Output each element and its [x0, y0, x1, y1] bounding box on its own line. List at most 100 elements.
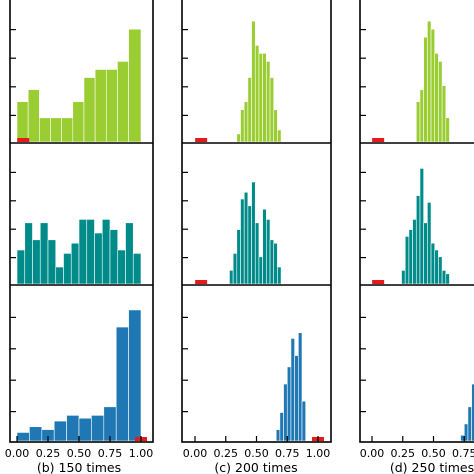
histogram-bar	[438, 61, 443, 143]
histogram-bar	[117, 61, 129, 143]
histogram-bar	[286, 366, 292, 442]
text-layer: 0.00 0.25 0.50 0.75 1.00 (b) 150 times 0.00 0.2…	[5, 447, 474, 474]
histogram-bar	[94, 69, 107, 143]
histogram-bar	[434, 249, 439, 285]
histogram-bar	[430, 242, 436, 285]
histogram-bar	[269, 77, 275, 143]
x-tick-label: 0.25	[391, 447, 416, 460]
histogram-bar	[441, 85, 447, 143]
histogram-bar	[16, 249, 26, 285]
x-tick-label: 0.25	[214, 447, 239, 460]
histogram-bar	[101, 219, 111, 285]
histogram-bar	[61, 117, 74, 143]
histogram-bar	[273, 109, 278, 143]
histogram-bar	[243, 191, 249, 285]
histogram-bar	[445, 273, 450, 285]
histogram-bar	[91, 415, 105, 442]
panel-frame	[9, 0, 154, 443]
histogram-bar	[408, 229, 413, 285]
histogram-bar	[83, 77, 96, 143]
histogram-bar	[301, 400, 307, 442]
baseline-marker	[195, 280, 208, 284]
bars-layer	[16, 20, 474, 442]
histogram-bar	[467, 406, 472, 442]
x-tick-label: 1.00	[306, 447, 331, 460]
histogram-bar	[55, 266, 64, 285]
histogram-bar	[117, 249, 126, 285]
baseline-marker	[372, 280, 385, 284]
histogram-bar	[39, 117, 51, 143]
histogram-bar	[441, 270, 447, 285]
histogram-bar	[277, 266, 282, 285]
histogram-bar	[438, 256, 443, 285]
histogram-bar	[29, 426, 43, 442]
histogram-bar	[423, 36, 428, 143]
histogram-bar	[427, 202, 432, 285]
histogram-bar	[63, 253, 72, 285]
histogram-bar	[266, 219, 271, 285]
histogram-bar	[294, 355, 299, 442]
histogram-bar	[229, 270, 234, 285]
histogram-bar	[115, 326, 129, 442]
histogram-bar	[415, 195, 421, 285]
histogram-bar	[404, 236, 410, 285]
histogram-bar	[254, 44, 260, 143]
histogram-bar	[132, 253, 142, 285]
histogram-bar	[105, 69, 118, 143]
histogram-bar	[401, 270, 406, 285]
x-tick-label: 0.50	[421, 447, 446, 460]
histogram-bar	[262, 208, 267, 285]
histogram-bar	[103, 406, 117, 442]
panel-frame	[359, 0, 474, 443]
histogram-bar	[47, 239, 57, 285]
histogram-bar	[70, 242, 80, 285]
histogram-bar	[247, 77, 252, 143]
histogram-bar	[275, 429, 281, 442]
histogram-bar	[266, 61, 271, 143]
histogram-bar	[251, 181, 256, 285]
histogram-bar	[247, 205, 252, 285]
histogram-bar	[283, 383, 288, 442]
histogram-bar	[258, 256, 263, 285]
histogram-bar	[254, 222, 260, 285]
histogram-bar	[16, 432, 30, 442]
histogram-bar	[262, 53, 267, 143]
histogram-bar	[240, 198, 245, 285]
histogram-bar	[290, 338, 295, 442]
histogram-bar	[243, 101, 249, 143]
histogram-bar	[423, 222, 428, 285]
histogram-bar	[86, 219, 95, 285]
histogram-bar	[39, 222, 49, 285]
subfigure-caption: (c) 200 times	[214, 460, 297, 474]
x-tick-label: 0.50	[67, 447, 92, 460]
histogram-bar	[125, 222, 134, 285]
histogram-bar	[78, 417, 92, 442]
histogram-bar	[232, 253, 238, 285]
x-tick-label: 0.00	[360, 447, 385, 460]
subfigure-caption: (b) 150 times	[37, 460, 121, 474]
histogram-bar	[72, 101, 85, 143]
x-tick-label: 0.75	[275, 447, 300, 460]
histogram-bar	[273, 242, 278, 285]
histogram-bar	[251, 20, 256, 143]
histogram-bar	[279, 412, 284, 442]
histogram-bar	[412, 219, 417, 285]
histogram-bar	[32, 239, 41, 285]
histogram-bar	[16, 101, 29, 143]
histogram-bar	[415, 101, 421, 143]
histogram-bar	[258, 53, 263, 143]
histogram-bar	[434, 53, 439, 143]
x-tick-label: 0.75	[452, 447, 474, 460]
histogram-bar	[427, 20, 432, 143]
ticks-layer	[10, 29, 465, 442]
histogram-bar	[236, 229, 241, 285]
baseline-marker	[372, 138, 385, 142]
histogram-bar	[419, 89, 424, 143]
histogram-bar	[24, 222, 33, 285]
histogram-bar	[471, 383, 474, 442]
histogram-bar	[94, 232, 103, 285]
subfigure-caption: (d) 250 times	[390, 460, 474, 474]
histogram-bar	[128, 28, 142, 143]
histogram-bar	[277, 129, 282, 143]
